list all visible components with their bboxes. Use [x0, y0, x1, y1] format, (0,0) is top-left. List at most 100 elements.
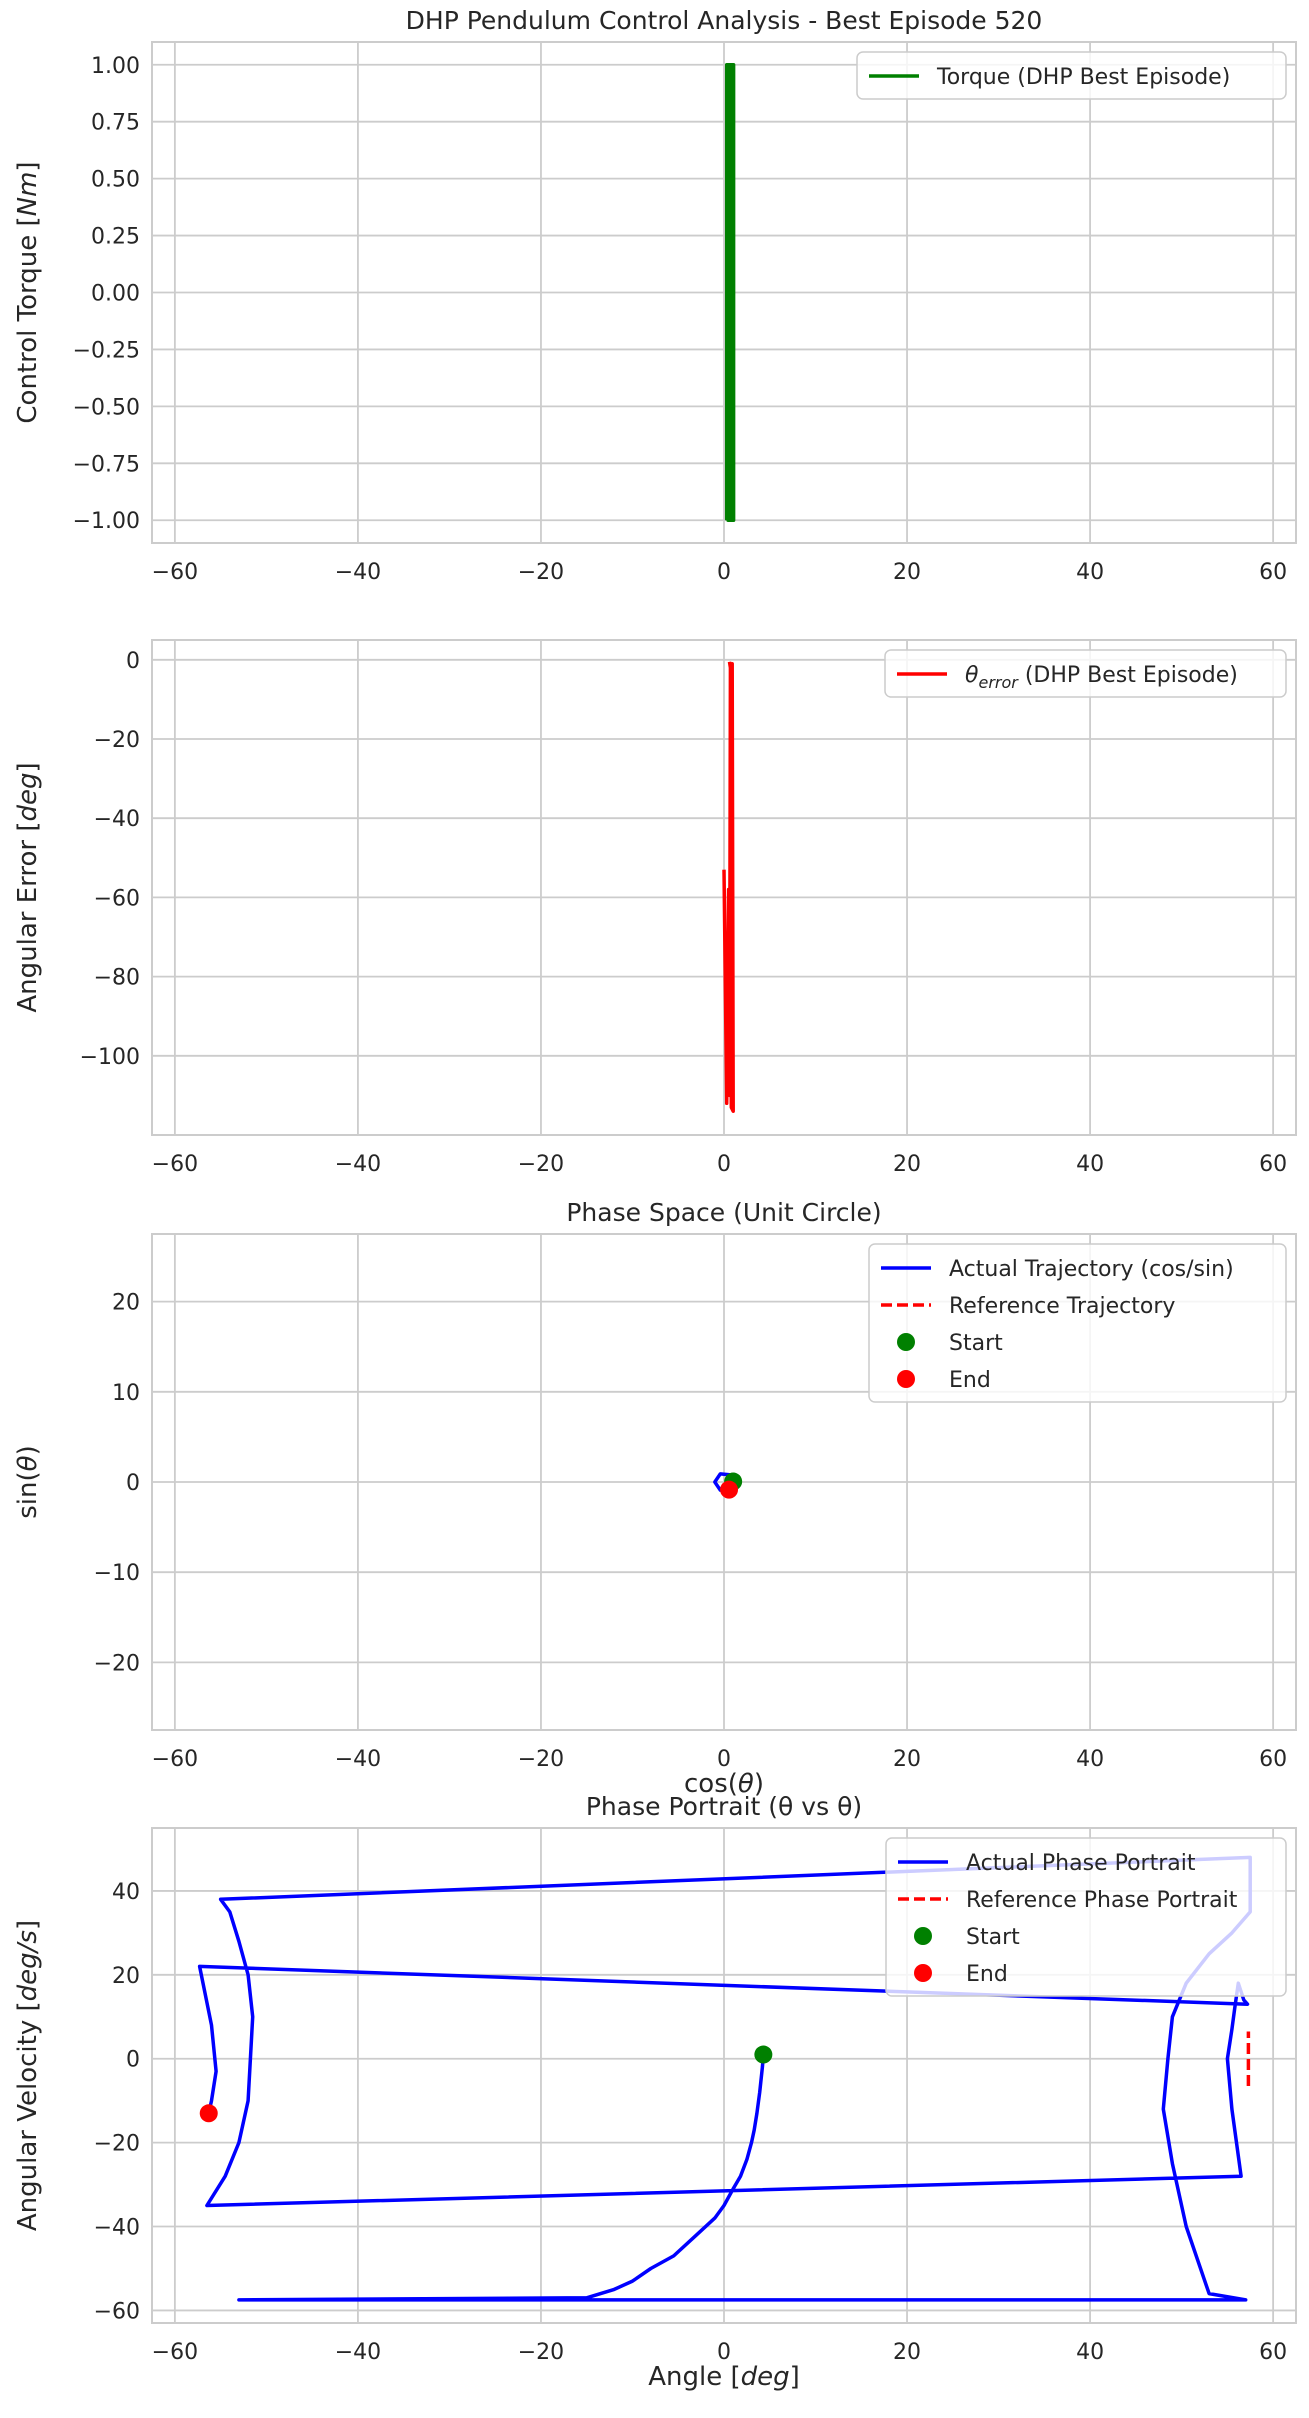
x-tick-label: 20: [893, 1747, 921, 1772]
y-tick-label: −10: [94, 1561, 140, 1586]
x-tick-label: 60: [1259, 1152, 1287, 1177]
y-tick-label: −0.75: [73, 452, 140, 477]
subplot-2: −60 −40 −20 0 20 40 60 0 −20 −40 −60 −80 −100 Angular…: [13, 639, 1297, 1177]
y-tick-label: −0.50: [73, 395, 140, 420]
x-tick-label: −20: [518, 1747, 564, 1772]
y-tick-label: 1.00: [91, 54, 140, 79]
y-tick-label: −1.00: [73, 509, 140, 534]
y-tick-label: −60: [94, 886, 140, 911]
x-tick-label: −40: [335, 560, 381, 585]
y-tick-label: −40: [94, 807, 140, 832]
x-tick-label: 60: [1259, 560, 1287, 585]
marker-end: [720, 1480, 739, 1499]
y-tick-label: −20: [94, 2132, 140, 2157]
chart-title: DHP Pendulum Control Analysis - Best Epi…: [406, 6, 1043, 35]
x-tick-label: 40: [1076, 560, 1104, 585]
x-tick-label: 20: [893, 560, 921, 585]
y-tick-label: 0: [126, 2048, 140, 2073]
x-tick-label: −60: [152, 560, 198, 585]
y-tick-label: 0: [126, 649, 140, 674]
legend-label-end: End: [949, 1368, 991, 1393]
y-tick-label: 0.25: [91, 225, 140, 250]
legend-label-reference-phase-portrait: Reference Phase Portrait: [966, 1888, 1238, 1913]
chart-title: Phase Space (Unit Circle): [566, 1198, 881, 1227]
y-tick-label: 0: [126, 1471, 140, 1496]
x-tick-label: −60: [152, 1152, 198, 1177]
legend-marker: [914, 1964, 932, 1982]
x-tick-label: 0: [717, 1152, 731, 1177]
y-axis-label: Control Torque [Nm]: [13, 161, 43, 423]
x-tick-label: −60: [152, 2340, 198, 2365]
y-tick-label: −60: [94, 2299, 140, 2324]
legend-label-error-dhp-best-episode: θerror (DHP Best Episode): [965, 663, 1238, 692]
y-tick-label: −80: [94, 966, 140, 991]
plot-frame: [151, 41, 1297, 544]
x-tick-label: −20: [518, 2340, 564, 2365]
y-tick-label: 0.75: [91, 111, 140, 136]
subplot-3: −60 −40 −20 0 20 40 60 20 10 0 −10 −20 Phase Space (…: [13, 1198, 1297, 1799]
grid: [152, 640, 1296, 1135]
y-tick-label: 0.00: [91, 282, 140, 307]
legend-label-end: End: [966, 1962, 1008, 1987]
y-tick-label: 0.50: [91, 168, 140, 193]
legend: θerror (DHP Best Episode): [884, 649, 1287, 698]
x-tick-label: 60: [1259, 2340, 1287, 2365]
y-axis-label: sin(θ): [13, 1445, 43, 1518]
x-tick-label: 60: [1259, 1747, 1287, 1772]
x-tick-label: 0: [717, 560, 731, 585]
x-tick-label: 40: [1076, 1747, 1104, 1772]
y-axis-label: Angular Velocity [deg/s]: [13, 1920, 43, 2231]
legend-label-torque-dhp-best-episode: Torque (DHP Best Episode): [936, 65, 1230, 90]
grid: [152, 42, 1296, 543]
series-line-error-dhp-best-episode: [722, 661, 735, 1113]
legend-marker: [897, 1333, 915, 1351]
legend-marker: [914, 1927, 932, 1945]
subplot-1: −60 −40 −20 0 20 40 60 1.00 0.75 0.50 0.25 0.00 −0.2…: [13, 6, 1297, 585]
x-tick-label: 0: [717, 2340, 731, 2365]
legend-label-start: Start: [966, 1925, 1020, 1950]
legend-box: [885, 1837, 1287, 1997]
x-tick-label: 20: [893, 1152, 921, 1177]
x-tick-label: −40: [335, 1152, 381, 1177]
grid: [152, 1828, 1296, 2323]
x-tick-label: 40: [1076, 1152, 1104, 1177]
marker-end: [199, 2104, 218, 2123]
y-tick-label: 20: [112, 1291, 140, 1316]
y-tick-label: −40: [94, 2216, 140, 2241]
legend-label-reference-trajectory: Reference Trajectory: [949, 1294, 1175, 1319]
plot-frame: [151, 639, 1297, 1136]
plot-frame: [151, 1233, 1297, 1731]
x-tick-label: 40: [1076, 2340, 1104, 2365]
x-tick-label: 20: [893, 2340, 921, 2365]
y-tick-label: −100: [80, 1045, 140, 1070]
subplot-4: −60 −40 −20 0 20 40 60 40 20 0 −20 −40 −60 Phase Port…: [13, 1792, 1297, 2392]
x-axis-label: Angle [deg]: [648, 2362, 800, 2392]
y-axis-label: Angular Error [deg]: [13, 762, 43, 1012]
series-layer: [724, 63, 736, 522]
marker-start: [754, 2045, 773, 2064]
legend-marker: [897, 1370, 915, 1388]
legend: Actual Phase Portrait Reference Phase Por…: [885, 1837, 1287, 1997]
legend-label-actual-trajectory-cos-sin: Actual Trajectory (cos/sin): [949, 1257, 1234, 1282]
x-tick-label: −20: [518, 1152, 564, 1177]
x-axis-label: cos(θ): [684, 1769, 764, 1799]
plot-frame: [151, 1827, 1297, 2324]
x-tick-label: 0: [717, 1747, 731, 1772]
legend: Actual Trajectory (cos/sin) Reference Tra…: [868, 1243, 1287, 1403]
series-line-torque-dhp-best-episode: [724, 63, 736, 522]
y-tick-label: 40: [112, 1880, 140, 1905]
series-layer: [713, 1472, 743, 1499]
legend: Torque (DHP Best Episode): [856, 51, 1287, 100]
x-tick-label: −40: [335, 1747, 381, 1772]
y-tick-label: 10: [112, 1381, 140, 1406]
legend-box: [868, 1243, 1287, 1403]
legend-box: [856, 51, 1287, 100]
x-tick-label: −60: [152, 1747, 198, 1772]
x-tick-label: −40: [335, 2340, 381, 2365]
series-layer: [722, 661, 735, 1113]
y-tick-label: −20: [94, 1651, 140, 1676]
chart-title: Phase Portrait (θ vs θ): [586, 1792, 862, 1821]
legend-label-start: Start: [949, 1331, 1003, 1356]
legend-label-actual-phase-portrait: Actual Phase Portrait: [966, 1851, 1196, 1876]
